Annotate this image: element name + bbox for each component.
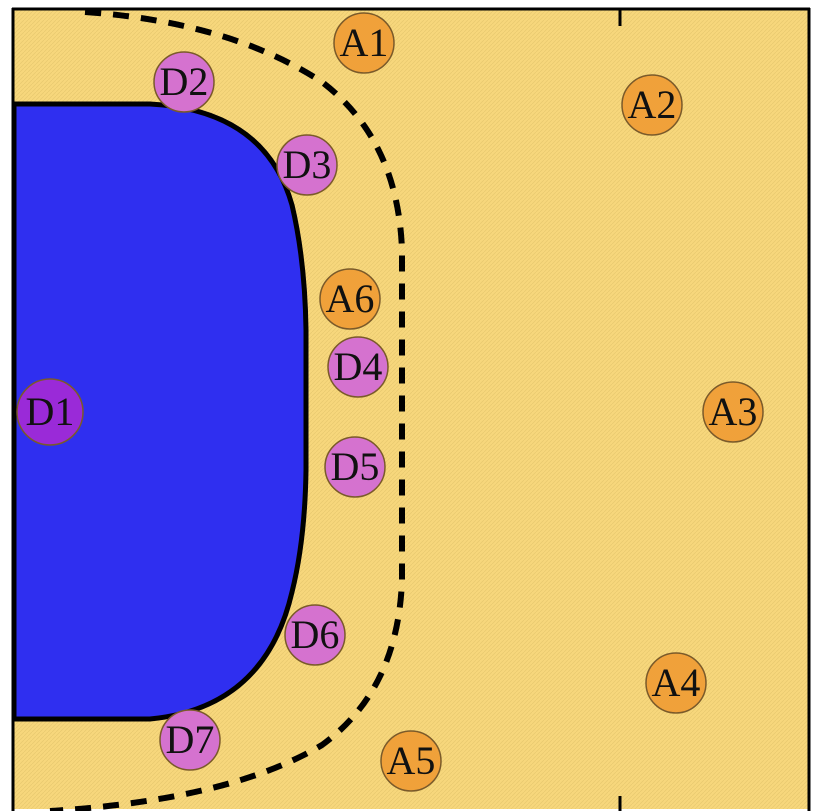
player-d3: D3 <box>276 134 338 196</box>
player-label-d5: D5 <box>331 444 380 489</box>
player-label-a2: A2 <box>628 82 677 127</box>
player-d4: D4 <box>327 336 389 398</box>
player-d5: D5 <box>324 436 386 498</box>
player-a4: A4 <box>645 652 707 714</box>
player-a5: A5 <box>380 730 442 792</box>
player-marker-a2 <box>621 74 683 136</box>
player-label-a1: A1 <box>340 20 389 65</box>
inner-zone <box>11 101 309 722</box>
player-marker-d3 <box>276 134 338 196</box>
player-a2: A2 <box>621 74 683 136</box>
player-label-a6: A6 <box>326 276 375 321</box>
player-marker-a1 <box>333 12 395 74</box>
player-marker-a3 <box>702 381 764 443</box>
player-label-a5: A5 <box>387 738 436 783</box>
player-label-d6: D6 <box>291 612 340 657</box>
player-label-d2: D2 <box>160 59 209 104</box>
player-marker-d2 <box>153 51 215 113</box>
player-d7: D7 <box>159 709 221 771</box>
dashed-zone-line <box>49 9 405 811</box>
player-label-d1: D1 <box>26 389 75 434</box>
player-marker-d1 <box>16 378 84 446</box>
players-layer: A1 A2 A3 A4 A5 A6 D1 D2 D3 D4 D5 D6 D7 <box>16 12 764 792</box>
player-marker-a5 <box>380 730 442 792</box>
player-a1: A1 <box>333 12 395 74</box>
player-d2: D2 <box>153 51 215 113</box>
player-label-a4: A4 <box>652 660 701 705</box>
player-label-d3: D3 <box>283 142 332 187</box>
player-marker-d6 <box>284 604 346 666</box>
player-d6: D6 <box>284 604 346 666</box>
player-a3: A3 <box>702 381 764 443</box>
player-label-d4: D4 <box>334 344 383 389</box>
player-a6: A6 <box>319 268 381 330</box>
player-marker-a4 <box>645 652 707 714</box>
player-label-d7: D7 <box>166 717 215 762</box>
player-label-a3: A3 <box>709 389 758 434</box>
player-marker-d7 <box>159 709 221 771</box>
player-marker-d5 <box>324 436 386 498</box>
player-d1: D1 <box>16 378 84 446</box>
player-marker-a6 <box>319 268 381 330</box>
player-marker-d4 <box>327 336 389 398</box>
